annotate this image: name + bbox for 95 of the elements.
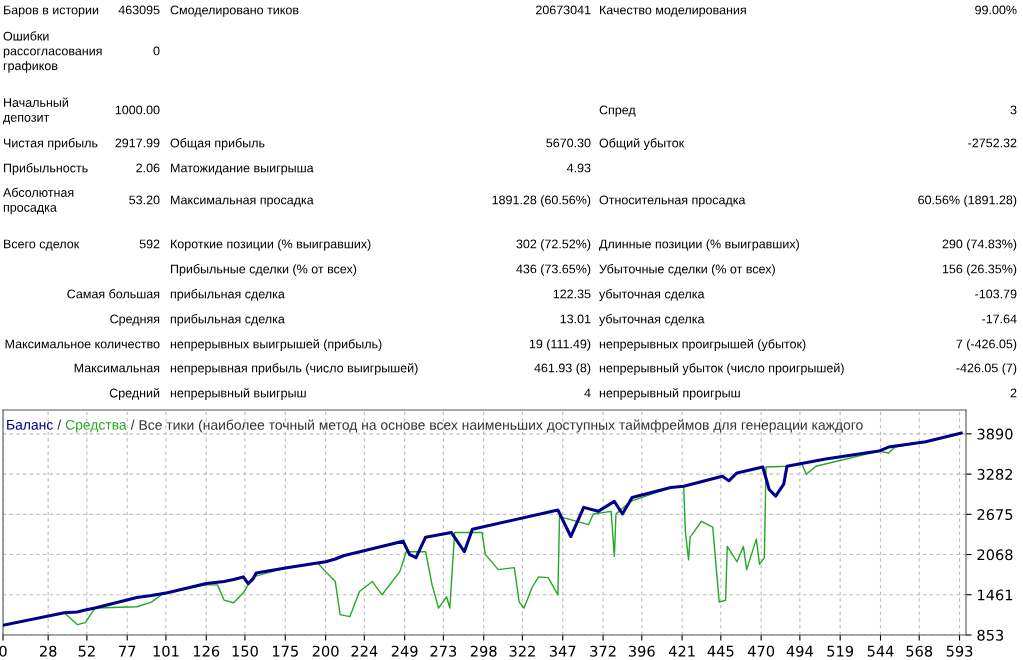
text: непрерывная прибыль (число выигрышей) <box>170 363 418 375</box>
x-tick-label: 494 <box>786 645 813 657</box>
x-tick-label: 445 <box>707 645 734 657</box>
x-tick-label: 421 <box>668 645 695 657</box>
text: 99.00% <box>975 5 1017 15</box>
text: -103.79 <box>975 289 1017 299</box>
text: Короткие позиции (% выигравших) <box>171 239 371 251</box>
text: -17.64 <box>982 314 1017 324</box>
x-tick-label: 347 <box>549 645 576 657</box>
x-tick-label: 77 <box>119 645 136 657</box>
text: Средний <box>109 388 160 400</box>
text: Спред <box>599 105 636 117</box>
text: 19 (111.49) <box>529 339 591 351</box>
text: 1000.00 <box>115 105 160 115</box>
x-tick-label: 28 <box>39 645 57 657</box>
y-tick-label: 2068 <box>977 549 1013 561</box>
text: Прибыльные сделки (% от всех) <box>171 264 357 276</box>
text: Смоделировано тиков <box>170 5 299 17</box>
text: Максимальное количество <box>5 339 160 349</box>
x-tick-label: 470 <box>747 645 775 657</box>
text: 5670.30 <box>546 138 591 148</box>
text: 156 (26.35%) <box>942 264 1017 276</box>
text: 592 <box>139 239 160 249</box>
text: Убыточные сделки (% от всех) <box>599 264 775 276</box>
text: непрерывный проигрыш <box>599 388 740 400</box>
x-tick-label: 519 <box>827 645 854 657</box>
x-tick-label: 568 <box>906 645 933 657</box>
text: 2917.99 <box>115 138 160 148</box>
text: Чистая прибыль <box>3 138 98 150</box>
text: 7 (-426.05) <box>956 339 1017 351</box>
x-tick-label: 126 <box>193 645 220 657</box>
x-tick-label: 273 <box>430 645 457 657</box>
text: 122.35 <box>553 289 591 299</box>
text: непрерывный выигрыш <box>170 388 306 400</box>
text: 4.93 <box>566 163 591 173</box>
text: Средняя <box>110 314 160 326</box>
x-tick-label: 544 <box>867 645 894 657</box>
text: 302 (72.52%) <box>516 239 591 251</box>
text: Максимальная <box>74 363 160 373</box>
text: непрерывный убыток (число проигрышей) <box>599 363 844 375</box>
y-tick-label: 2675 <box>977 509 1013 521</box>
text: Баланс / Средства / Все тики (наиболее точный метод на основе всех наименьших доступных таймфреймов для генерации каждого <box>7 419 863 433</box>
text: прибыльная сделка <box>170 289 285 301</box>
text: 4 <box>584 388 591 398</box>
text: Самая большая <box>67 289 160 299</box>
text: 0 <box>153 46 160 56</box>
text: 461.93 (8) <box>534 363 591 375</box>
text: 2 <box>1010 388 1017 398</box>
text: Относительная просадка <box>599 195 746 207</box>
x-tick-label: 298 <box>470 645 497 657</box>
text: Длинные позиции (% выигравших) <box>599 239 799 251</box>
x-tick-label: 224 <box>351 645 378 657</box>
text: 2.06 <box>136 163 160 173</box>
x-tick-label: 396 <box>628 645 655 657</box>
text: Баров в истории <box>4 5 99 17</box>
x-tick-label: 101 <box>153 645 179 657</box>
text: Общая прибыль <box>170 138 265 150</box>
text: Прибыльность <box>4 163 88 175</box>
x-tick-label: 150 <box>232 645 258 657</box>
text: Абсолютная просадка <box>3 187 74 215</box>
text: 463095 <box>118 5 160 15</box>
text: убыточная сделка <box>599 314 705 326</box>
text: Всего сделок <box>4 239 80 251</box>
y-tick-label: 853 <box>977 629 1004 641</box>
text: 1891.28 (60.56%) <box>492 195 591 207</box>
text: Матожидание выигрыша <box>171 163 314 175</box>
text: убыточная сделка <box>599 289 705 301</box>
text: 13.01 <box>560 314 591 324</box>
x-tick-label: 593 <box>946 645 973 657</box>
text: 436 (73.65%) <box>516 264 591 276</box>
text: прибыльная сделка <box>170 314 285 326</box>
text: Ошибки рассогласования графиков <box>3 31 102 73</box>
text: непрерывных выигрышей (прибыль) <box>170 339 382 351</box>
text: Начальный депозит <box>3 97 68 125</box>
x-tick-label: 175 <box>272 645 298 657</box>
x-tick-label: 372 <box>590 645 616 657</box>
x-tick-label: 0 <box>0 645 7 657</box>
y-tick-label: 3890 <box>977 428 1013 440</box>
text: 60.56% (1891.28) <box>918 195 1017 207</box>
x-tick-label: 249 <box>391 645 418 657</box>
text: -426.05 (7) <box>956 363 1017 375</box>
text: 290 (74.83%) <box>942 239 1017 251</box>
text: непрерывных проигрышей (убыток) <box>599 339 806 351</box>
text: 20673041 <box>536 5 591 15</box>
x-tick-label: 200 <box>312 645 339 657</box>
text: Максимальная просадка <box>171 195 314 207</box>
text: Общий убыток <box>599 138 685 150</box>
y-tick-label: 1461 <box>978 589 1013 601</box>
text: 3 <box>1010 105 1017 115</box>
x-tick-label: 322 <box>509 645 535 657</box>
text: -2752.32 <box>968 138 1017 148</box>
text: Качество моделирования <box>600 5 746 17</box>
text: 53.20 <box>129 195 160 205</box>
x-tick-label: 52 <box>78 645 95 657</box>
y-tick-label: 3282 <box>977 468 1013 480</box>
